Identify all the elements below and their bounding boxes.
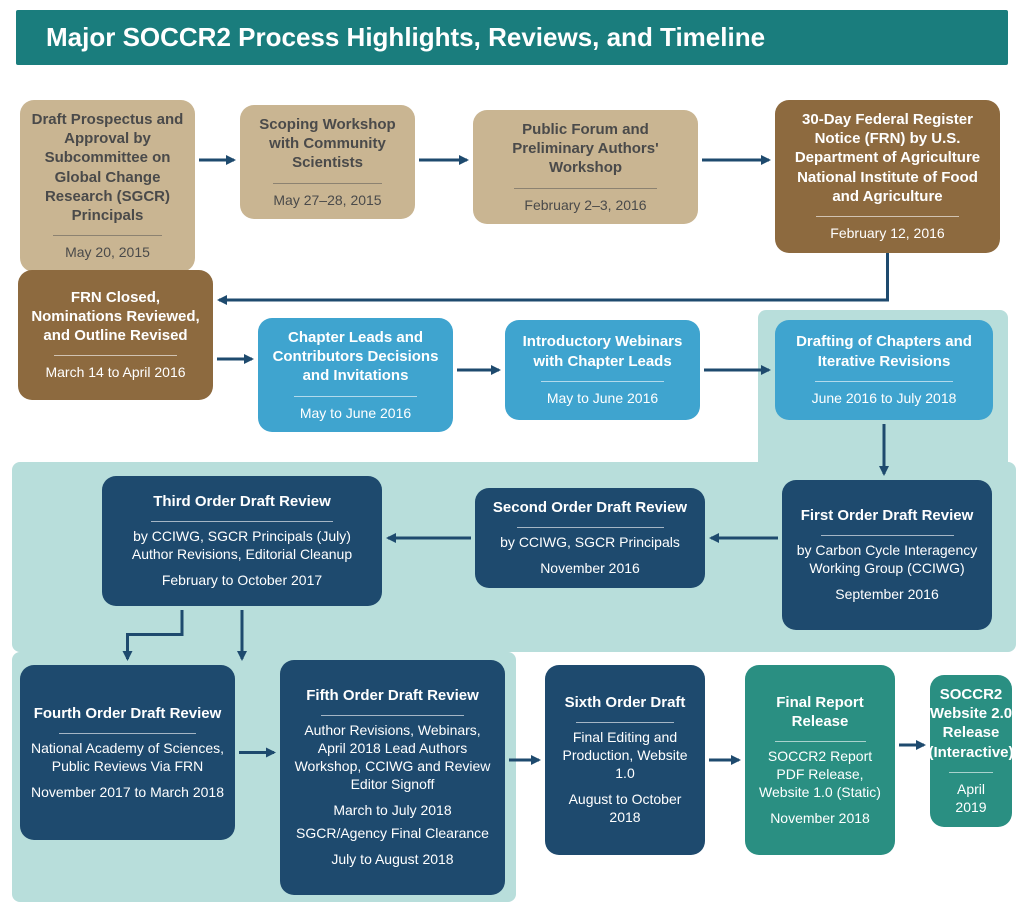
node-date: February to October 2017 [162, 572, 322, 590]
node-date: February 12, 2016 [830, 225, 944, 243]
flow-node: SOCCR2 Website 2.0 Release (Interactive)… [930, 675, 1012, 827]
divider [151, 521, 333, 522]
flow-node: Final Report Release SOCCR2 Report PDF Re… [745, 665, 895, 855]
divider [53, 235, 162, 236]
node-date: April 2019 [940, 781, 1002, 817]
node-title: Draft Prospectus and Approval by Subcomm… [30, 110, 185, 225]
node-date: May 27–28, 2015 [273, 192, 381, 210]
node-title: Fourth Order Draft Review [34, 704, 222, 723]
node-title: Sixth Order Draft [565, 693, 686, 712]
flow-node: FRN Closed, Nominations Reviewed, and Ou… [18, 270, 213, 400]
node-detail: SGCR/Agency Final Clearance [296, 825, 489, 843]
node-title: Second Order Draft Review [493, 498, 687, 517]
flow-node: Second Order Draft Review by CCIWG, SGCR … [475, 488, 705, 588]
node-title: Fifth Order Draft Review [306, 686, 479, 705]
divider [949, 772, 992, 773]
node-title: Drafting of Chapters and Iterative Revis… [785, 332, 983, 370]
node-date: November 2017 to March 2018 [31, 784, 224, 802]
node-date: November 2016 [540, 560, 640, 578]
node-detail: Author Revisions, Webinars, April 2018 L… [290, 722, 495, 794]
diagram-title: Major SOCCR2 Process Highlights, Reviews… [16, 10, 1008, 65]
flow-node: Scoping Workshop with Community Scientis… [240, 105, 415, 219]
node-date: November 2018 [770, 810, 870, 828]
node-date: March to July 2018 [333, 802, 451, 820]
node-detail: by CCIWG, SGCR Principals [500, 534, 680, 552]
divider [321, 715, 465, 716]
node-title: First Order Draft Review [801, 506, 974, 525]
node-title: Final Report Release [755, 693, 885, 731]
divider [541, 381, 664, 382]
node-title: Chapter Leads and Contributors Decisions… [268, 328, 443, 386]
divider [54, 355, 177, 356]
node-date: May to June 2016 [547, 390, 658, 408]
flow-node: Public Forum and Preliminary Authors' Wo… [473, 110, 698, 224]
node-title: FRN Closed, Nominations Reviewed, and Ou… [28, 288, 203, 346]
node-detail: by CCIWG, SGCR Principals (July) Author … [112, 528, 372, 564]
node-date: March 14 to April 2016 [45, 364, 185, 382]
node-date: May to June 2016 [300, 405, 411, 423]
flow-node: 30-Day Federal Register Notice (FRN) by … [775, 100, 1000, 253]
node-title: SOCCR2 Website 2.0 Release (Interactive) [928, 685, 1013, 762]
flow-node: Introductory Webinars with Chapter Leads… [505, 320, 700, 420]
divider [576, 722, 674, 723]
node-detail: National Academy of Sciences, Public Rev… [30, 740, 225, 776]
flow-node: Draft Prospectus and Approval by Subcomm… [20, 100, 195, 272]
divider [59, 733, 196, 734]
divider [821, 535, 954, 536]
node-date: August to October 2018 [555, 791, 695, 827]
node-detail: by Carbon Cycle Interagency Working Grou… [792, 542, 982, 578]
node-date: June 2016 to July 2018 [812, 390, 957, 408]
node-title: 30-Day Federal Register Notice (FRN) by … [785, 110, 990, 206]
node-title: Public Forum and Preliminary Authors' Wo… [483, 120, 688, 178]
flow-node: Fourth Order Draft Review National Academ… [20, 665, 235, 840]
node-detail: SOCCR2 Report PDF Release, Website 1.0 (… [755, 748, 885, 802]
flow-node: Third Order Draft Review by CCIWG, SGCR P… [102, 476, 382, 606]
node-date: May 20, 2015 [65, 244, 150, 262]
node-date: July to August 2018 [331, 851, 453, 869]
flow-node: Drafting of Chapters and Iterative Revis… [775, 320, 993, 420]
node-date: September 2016 [835, 586, 939, 604]
node-date: February 2–3, 2016 [524, 197, 646, 215]
flow-node: First Order Draft Review by Carbon Cycle … [782, 480, 992, 630]
divider [514, 188, 658, 189]
node-title: Introductory Webinars with Chapter Leads [515, 332, 690, 370]
divider [816, 216, 960, 217]
divider [517, 527, 664, 528]
node-title: Third Order Draft Review [153, 492, 331, 511]
divider [815, 381, 954, 382]
flow-node: Sixth Order Draft Final Editing and Produ… [545, 665, 705, 855]
flow-node: Chapter Leads and Contributors Decisions… [258, 318, 453, 432]
node-detail: Final Editing and Production, Website 1.… [555, 729, 695, 783]
node-title: Scoping Workshop with Community Scientis… [250, 115, 405, 173]
flow-node: Fifth Order Draft Review Author Revisions… [280, 660, 505, 895]
divider [775, 741, 866, 742]
divider [294, 396, 417, 397]
divider [273, 183, 382, 184]
